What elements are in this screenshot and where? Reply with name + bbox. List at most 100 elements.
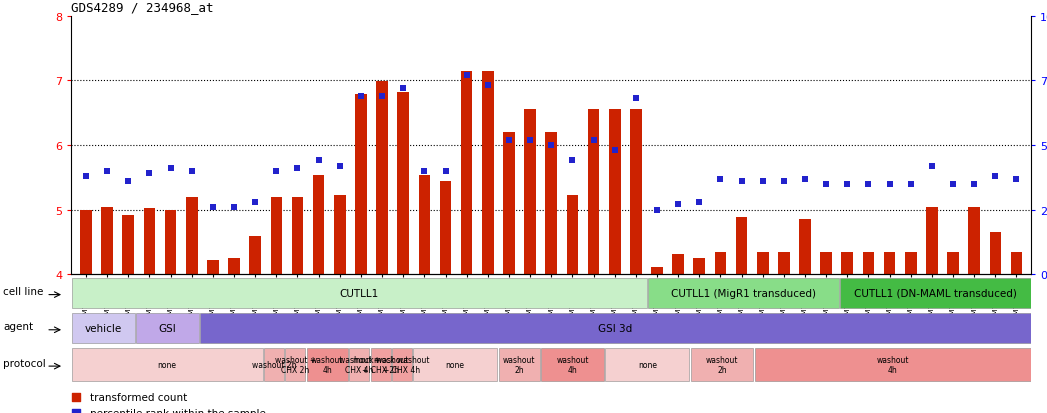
Bar xyxy=(72,278,647,309)
Bar xyxy=(355,95,366,275)
Bar xyxy=(376,82,387,275)
Bar xyxy=(81,211,92,275)
Text: mock washout
+ CHX 4h: mock washout + CHX 4h xyxy=(374,355,429,374)
Point xyxy=(797,176,814,183)
Point xyxy=(754,178,771,185)
Point xyxy=(183,168,200,175)
Text: GSI 3d: GSI 3d xyxy=(598,323,632,333)
Point xyxy=(120,178,137,185)
Point xyxy=(564,158,581,164)
Point xyxy=(247,199,264,206)
Point xyxy=(77,173,94,180)
Bar xyxy=(630,109,642,275)
Bar xyxy=(609,110,621,275)
Text: agent: agent xyxy=(3,322,34,332)
Bar xyxy=(136,313,199,344)
Bar xyxy=(186,198,198,275)
Point xyxy=(903,181,919,188)
Point xyxy=(438,168,454,175)
Text: mock washout
+ CHX 2h: mock washout + CHX 2h xyxy=(353,355,408,374)
Bar xyxy=(525,110,536,275)
Bar xyxy=(587,110,599,275)
Point xyxy=(860,181,876,188)
Bar xyxy=(693,259,705,275)
Point xyxy=(141,171,158,177)
Bar xyxy=(842,252,853,275)
Bar xyxy=(414,348,497,381)
Bar xyxy=(504,133,515,275)
Point xyxy=(818,181,834,188)
Point xyxy=(68,410,85,413)
Bar xyxy=(840,278,1030,309)
Text: CUTLL1 (MigR1 transduced): CUTLL1 (MigR1 transduced) xyxy=(671,288,816,298)
Bar xyxy=(143,209,155,275)
Text: GSI: GSI xyxy=(158,323,176,333)
Point xyxy=(68,393,85,400)
Bar xyxy=(307,348,348,381)
Text: GDS4289 / 234968_at: GDS4289 / 234968_at xyxy=(71,1,214,14)
Bar xyxy=(1010,252,1022,275)
Bar xyxy=(821,252,832,275)
Point xyxy=(733,178,750,185)
Bar xyxy=(651,267,663,275)
Bar xyxy=(778,252,789,275)
Text: transformed count: transformed count xyxy=(90,392,186,401)
Text: washout
4h: washout 4h xyxy=(876,355,909,374)
Bar xyxy=(461,71,472,275)
Bar xyxy=(292,197,304,275)
Bar xyxy=(249,237,261,275)
Point xyxy=(310,158,327,164)
Text: cell line: cell line xyxy=(3,287,44,297)
Point xyxy=(670,202,687,208)
Bar xyxy=(989,233,1001,275)
Point xyxy=(839,181,855,188)
Bar xyxy=(398,93,409,275)
Point xyxy=(226,204,243,211)
Bar xyxy=(419,175,430,275)
Bar xyxy=(371,348,391,381)
Point xyxy=(289,166,306,172)
Point xyxy=(332,163,349,169)
Point xyxy=(712,176,729,183)
Bar xyxy=(968,207,980,275)
Point xyxy=(500,137,517,144)
Text: washout +
CHX 4h: washout + CHX 4h xyxy=(338,355,380,374)
Bar xyxy=(927,207,938,275)
Bar xyxy=(350,348,370,381)
Bar xyxy=(200,313,1030,344)
Bar xyxy=(755,348,1030,381)
Bar xyxy=(605,348,689,381)
Bar xyxy=(313,176,325,275)
Bar xyxy=(440,182,451,275)
Bar xyxy=(122,215,134,275)
Text: CUTLL1: CUTLL1 xyxy=(339,288,379,298)
Bar xyxy=(102,207,113,275)
Bar xyxy=(541,348,604,381)
Bar xyxy=(482,71,493,275)
Bar xyxy=(715,252,727,275)
Bar xyxy=(948,252,959,275)
Point xyxy=(204,204,221,211)
Bar xyxy=(285,348,306,381)
Bar xyxy=(270,198,282,275)
Text: none: none xyxy=(158,360,177,369)
Point xyxy=(606,147,623,154)
Bar xyxy=(72,313,135,344)
Text: none: none xyxy=(446,360,465,369)
Point xyxy=(542,142,559,149)
Point xyxy=(162,166,179,172)
Point xyxy=(965,181,982,188)
Bar xyxy=(545,133,557,275)
Point xyxy=(480,83,496,90)
Bar xyxy=(672,254,684,275)
Text: percentile rank within the sample: percentile rank within the sample xyxy=(90,408,265,413)
Bar xyxy=(905,252,916,275)
Point xyxy=(882,181,898,188)
Text: washout
4h: washout 4h xyxy=(556,355,588,374)
Point xyxy=(691,199,708,206)
Text: none: none xyxy=(638,360,656,369)
Point xyxy=(416,168,432,175)
Bar xyxy=(799,220,810,275)
Bar xyxy=(72,348,263,381)
Bar xyxy=(498,348,540,381)
